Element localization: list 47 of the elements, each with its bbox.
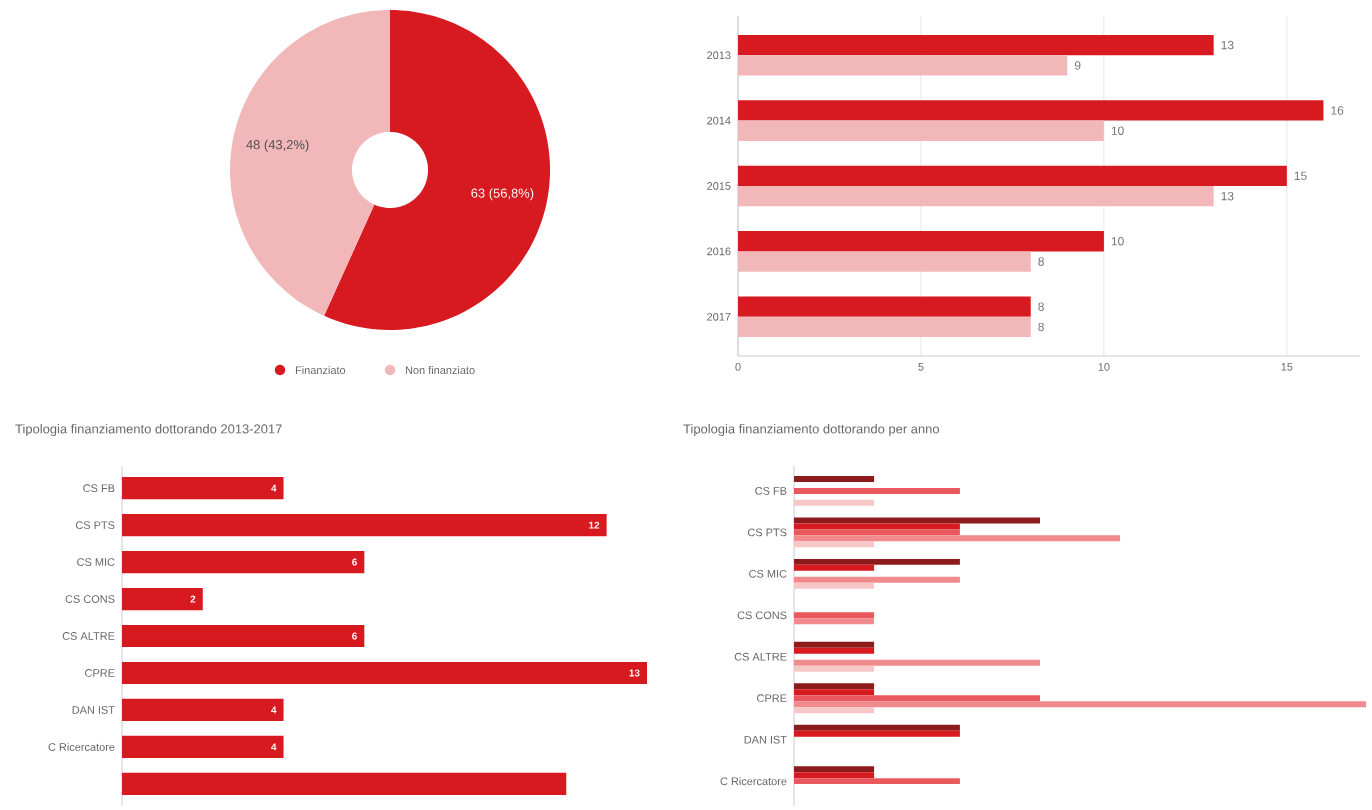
bar	[794, 541, 875, 548]
bar	[794, 647, 875, 654]
bar	[794, 724, 960, 731]
bar	[794, 618, 875, 625]
bar	[738, 165, 1287, 186]
bar	[738, 55, 1068, 76]
bar	[794, 475, 875, 482]
bar	[738, 120, 1104, 141]
bar	[122, 624, 365, 648]
bar	[738, 186, 1214, 207]
bar	[122, 551, 365, 574]
bar	[794, 517, 1040, 524]
bar	[738, 100, 1324, 121]
bar	[794, 582, 875, 589]
bar	[122, 735, 284, 758]
bar	[794, 529, 960, 536]
bar	[794, 683, 875, 690]
bar	[794, 612, 875, 619]
bar	[794, 641, 875, 648]
bar	[794, 772, 875, 779]
bar	[122, 514, 607, 537]
bar	[794, 689, 875, 696]
bar	[122, 698, 284, 722]
bar	[794, 665, 875, 672]
bar	[122, 587, 203, 611]
bar	[794, 730, 960, 737]
bar	[794, 523, 960, 530]
bar	[794, 695, 1040, 702]
bar	[794, 499, 875, 506]
bar	[738, 296, 1031, 317]
bar	[794, 778, 960, 785]
bar	[794, 707, 875, 714]
bar	[794, 558, 960, 565]
bar	[122, 477, 284, 500]
bar	[794, 766, 875, 773]
bar	[738, 231, 1104, 252]
bar	[738, 34, 1214, 56]
bar	[794, 701, 1367, 708]
bar	[122, 661, 648, 685]
bar	[794, 535, 1121, 542]
bar	[122, 772, 567, 795]
bar	[794, 659, 1040, 666]
bar	[794, 576, 960, 583]
bar	[738, 251, 1031, 272]
bar	[738, 316, 1031, 338]
bar	[794, 487, 960, 494]
bar	[794, 564, 875, 571]
